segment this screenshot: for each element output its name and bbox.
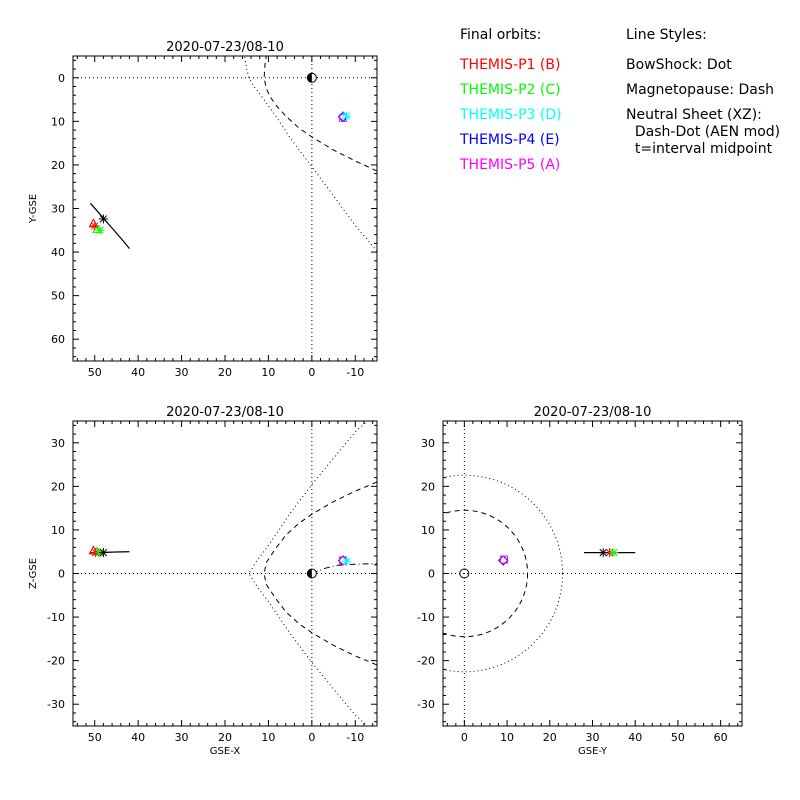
legend-orbit-p5: THEMIS-P5 (A) — [460, 157, 561, 173]
earth-marker — [459, 568, 470, 579]
y-tick-label: -20 — [47, 655, 65, 668]
marker-mid-asterisk — [98, 214, 108, 224]
x-axis-label: GSE-Y — [578, 746, 608, 757]
x-tick-label: 0 — [308, 366, 315, 379]
asterisk-stroke — [342, 112, 351, 120]
y-axis-label: Y-GSE — [28, 194, 39, 224]
legend-orbit-p2: THEMIS-P2 (C) — [460, 82, 561, 98]
legend-style-magnetopause: Magnetopause: Dash — [626, 82, 775, 98]
y-tick-label: 10 — [421, 524, 435, 537]
asterisk-stroke — [610, 548, 618, 557]
y-tick-label: 10 — [51, 524, 65, 537]
chart-panel-3: 0 10 20 30 40 50 60 -30 -20 -10 0 10 20 30 2020-07-23/… — [417, 405, 743, 757]
y-axis-label: Z-GSE — [28, 558, 39, 589]
y-tick-label: 0 — [58, 72, 65, 85]
x-tick-label: 20 — [543, 731, 557, 744]
x-tick-label: 50 — [671, 731, 685, 744]
y-tick-label: 20 — [421, 480, 435, 493]
asterisk-stroke — [599, 548, 607, 557]
orbit-track-line — [89, 202, 130, 249]
marker-mid-asterisk — [98, 548, 108, 558]
marker-p5-square — [500, 555, 509, 564]
marker-p4-diamond — [498, 555, 509, 566]
chart-title: 2020-07-23/08-10 — [166, 40, 284, 55]
x-tick-label: 0 — [308, 731, 315, 744]
earth-night-side — [307, 73, 312, 83]
asterisk-stroke — [99, 215, 108, 223]
y-tick-label: 20 — [51, 480, 65, 493]
y-tick-label: 0 — [58, 568, 65, 581]
chart-title: 2020-07-23/08-10 — [534, 405, 652, 420]
plot-area — [73, 56, 377, 361]
marker-p3-diamond — [498, 555, 509, 566]
x-tick-label: 50 — [88, 731, 102, 744]
x-tick-label: 40 — [131, 366, 145, 379]
x-tick-label: 10 — [261, 366, 275, 379]
x-tick-label: 30 — [586, 731, 600, 744]
y-tick-label: -10 — [47, 611, 65, 624]
marker-p2-asterisk — [95, 225, 105, 235]
x-tick-label: 30 — [175, 366, 189, 379]
x-tick-label: 40 — [628, 731, 642, 744]
x-tick-label: 30 — [175, 731, 189, 744]
chart-panel-1: 50 40 30 20 10 0 -10 0 10 20 30 40 50 60 2020-07-23/08… — [28, 40, 378, 379]
y-tick-label: -10 — [417, 611, 435, 624]
asterisk-stroke — [96, 226, 104, 235]
legend-style-bowshock: BowShock: Dot — [626, 57, 732, 73]
x-tick-label: 60 — [714, 731, 728, 744]
x-tick-label: 0 — [461, 731, 468, 744]
legend-style-dash-dot: Dash-Dot (AEN mod) — [626, 124, 781, 140]
y-tick-label: 0 — [428, 568, 435, 581]
x-tick-label: 40 — [131, 731, 145, 744]
final-orbits-title: Final orbits: — [460, 27, 542, 43]
y-tick-label: 40 — [51, 246, 65, 259]
y-tick-label: 20 — [51, 159, 65, 172]
x-tick-label: 50 — [88, 366, 102, 379]
legend-orbit-p3: THEMIS-P3 (D) — [460, 107, 562, 123]
bow-shock-circle — [443, 474, 564, 673]
y-tick-label: 30 — [51, 203, 65, 216]
asterisk-stroke — [90, 222, 99, 230]
plot-area — [73, 421, 377, 726]
x-axis-label: GSE-X — [210, 746, 241, 757]
y-tick-label: 30 — [51, 437, 65, 450]
y-tick-label: -30 — [417, 698, 435, 711]
y-tick-label: 50 — [51, 290, 65, 303]
line-styles-title: Line Styles: — [626, 27, 707, 43]
x-tick-label: -10 — [346, 731, 364, 744]
asterisk-stroke — [342, 557, 351, 566]
legend-style-midpoint: t=interval midpoint — [626, 141, 773, 157]
asterisk-stroke — [99, 548, 108, 557]
bow-shock-line — [244, 56, 377, 252]
y-tick-label: 10 — [51, 115, 65, 128]
magnetopause-line — [263, 481, 377, 666]
neutral-sheet-line — [311, 563, 377, 574]
chart-panel-2: 50 40 30 20 10 0 -10 -30 -20 -10 0 10 20 30 2020-07-23… — [28, 405, 378, 757]
legend-orbit-p1: THEMIS-P1 (B) — [460, 57, 561, 73]
y-tick-label: -30 — [47, 698, 65, 711]
x-tick-label: 10 — [500, 731, 514, 744]
magnetopause-line — [263, 56, 377, 172]
magnetopause-circle — [443, 509, 529, 638]
marker-p3-asterisk — [342, 556, 352, 566]
marker-p1-asterisk — [90, 221, 100, 231]
legend-style-neutral-sheet: Neutral Sheet (XZ): — [626, 107, 762, 123]
chart-title: 2020-07-23/08-10 — [166, 405, 284, 420]
x-tick-label: 20 — [218, 366, 232, 379]
x-tick-label: 20 — [218, 731, 232, 744]
plot-frame — [72, 55, 378, 362]
earth-night-side — [307, 569, 312, 578]
marker-p3-asterisk — [342, 111, 352, 121]
y-tick-label: -20 — [417, 655, 435, 668]
marker-p2-asterisk — [609, 548, 619, 558]
marker-mid-asterisk — [598, 548, 608, 558]
y-tick-label: 30 — [421, 437, 435, 450]
y-tick-label: 60 — [51, 333, 65, 346]
plot-area — [443, 421, 742, 726]
legend-orbit-p4: THEMIS-P4 (E) — [460, 132, 560, 148]
x-tick-label: 10 — [261, 731, 275, 744]
x-tick-label: -10 — [346, 366, 364, 379]
